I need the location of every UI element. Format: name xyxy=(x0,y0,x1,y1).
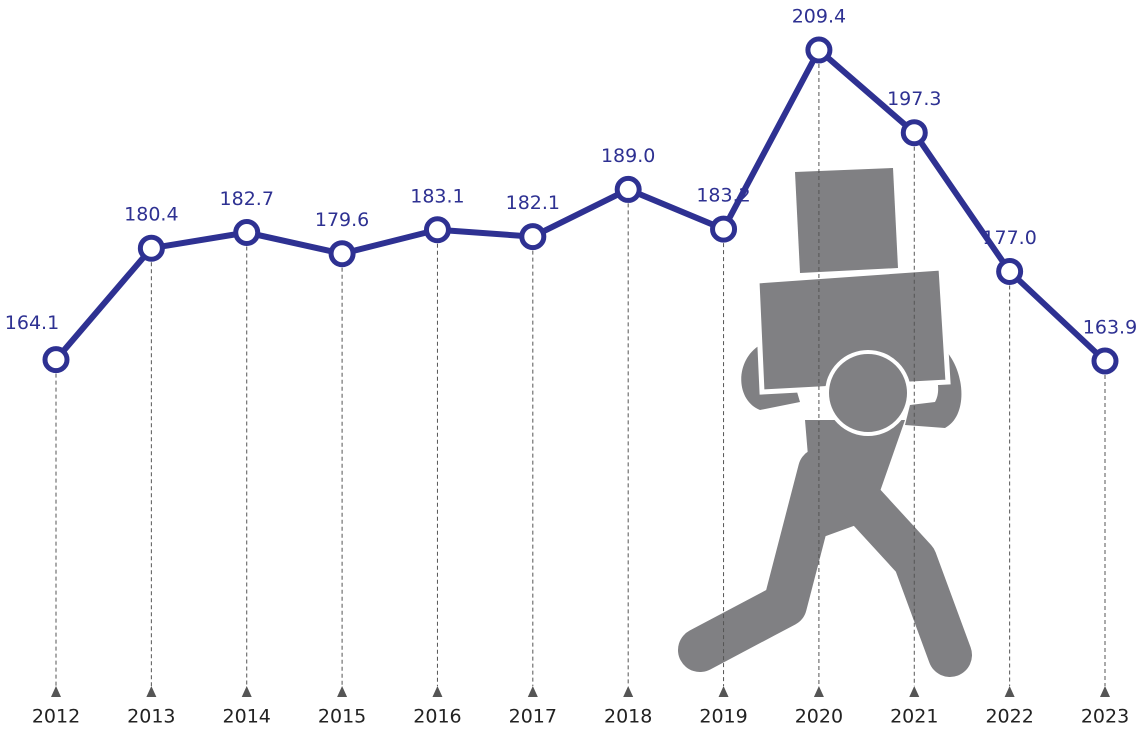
axis-triangle xyxy=(718,686,729,697)
point xyxy=(137,234,165,262)
axis-triangle xyxy=(813,686,824,697)
data-label: 209.4 xyxy=(792,6,846,28)
data-label: 164.1 xyxy=(5,312,59,334)
axis-triangle xyxy=(241,686,252,697)
x-tick-label: 2016 xyxy=(413,706,461,728)
axis-triangle xyxy=(146,686,157,697)
point xyxy=(42,346,70,374)
data-label: 163.9 xyxy=(1083,317,1137,339)
axis-triangle xyxy=(527,686,538,697)
data-label: 182.1 xyxy=(506,192,560,214)
data-label: 189.0 xyxy=(601,145,655,167)
head xyxy=(825,350,911,436)
point xyxy=(805,36,833,64)
x-tick-label: 2018 xyxy=(604,706,652,728)
data-label: 182.7 xyxy=(220,188,274,210)
x-tick-label: 2012 xyxy=(32,706,80,728)
axis-triangle xyxy=(1100,686,1110,697)
point xyxy=(996,257,1024,285)
axis-triangle xyxy=(623,686,634,697)
point xyxy=(233,218,261,246)
x-tick-label: 2014 xyxy=(223,706,271,728)
point xyxy=(900,119,928,147)
data-label: 183.2 xyxy=(696,185,750,207)
x-tick-label: 2022 xyxy=(985,706,1033,728)
x-tick-label: 2017 xyxy=(509,706,557,728)
x-tick-label: 2020 xyxy=(795,706,843,728)
x-tick-label: 2013 xyxy=(127,706,175,728)
x-tick-label: 2019 xyxy=(699,706,747,728)
data-label: 197.3 xyxy=(887,88,941,110)
axis-triangle xyxy=(1004,686,1015,697)
point xyxy=(423,216,451,244)
x-tick-label: 2023 xyxy=(1081,706,1129,728)
top-box xyxy=(795,168,898,273)
axis-triangle xyxy=(51,686,61,697)
point xyxy=(328,240,356,268)
left-arm xyxy=(741,345,800,410)
lower-box xyxy=(754,265,951,395)
point xyxy=(710,215,738,243)
point xyxy=(614,175,642,203)
line xyxy=(53,47,1108,364)
left-leg xyxy=(678,448,842,672)
data-label: 179.6 xyxy=(315,209,369,231)
x-tick-label: 2021 xyxy=(890,706,938,728)
right-leg xyxy=(838,478,972,677)
data-label: 180.4 xyxy=(124,204,178,226)
x-tick-label: 2015 xyxy=(318,706,366,728)
data-label: 183.1 xyxy=(410,185,464,207)
axis-triangle xyxy=(909,686,920,697)
point xyxy=(1091,347,1119,375)
axis-triangle xyxy=(432,686,443,697)
point xyxy=(519,223,547,251)
axis-triangle xyxy=(337,686,348,697)
illustration xyxy=(678,168,972,677)
data-label: 177.0 xyxy=(982,227,1036,249)
